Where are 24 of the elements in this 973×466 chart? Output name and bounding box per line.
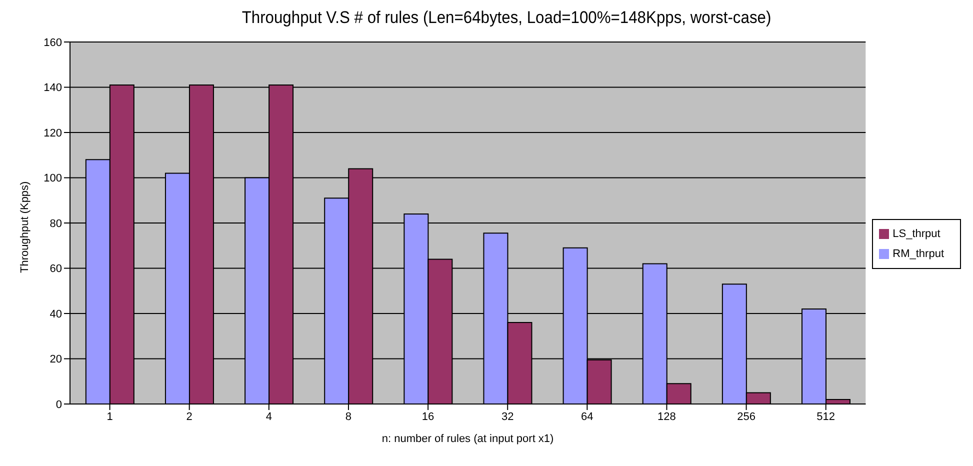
y-tick-label: 120 bbox=[44, 127, 62, 140]
x-tick-label: 512 bbox=[816, 410, 836, 423]
y-tick-label: 60 bbox=[50, 263, 62, 276]
x-tick-label: 128 bbox=[658, 410, 676, 423]
y-tick-label: 100 bbox=[44, 172, 62, 185]
x-tick-label: 1 bbox=[106, 410, 113, 423]
x-tick-label: 32 bbox=[501, 410, 514, 423]
y-tick-label: 40 bbox=[50, 308, 62, 320]
x-tick-label: 16 bbox=[422, 410, 434, 423]
y-axis-title: Throughput (Kpps) bbox=[18, 181, 31, 273]
legend-label: LS_thrput bbox=[892, 228, 940, 240]
y-tick-label: 80 bbox=[50, 218, 62, 230]
x-tick-label: 8 bbox=[345, 410, 352, 423]
y-tick-label: 160 bbox=[44, 36, 62, 49]
x-tick-label: 2 bbox=[186, 410, 192, 423]
chart-title: Throughput V.S # of rules (Len=64bytes, Load=100%=148Kpps, worst-case) bbox=[240, 8, 772, 29]
x-tick-label: 4 bbox=[266, 410, 272, 423]
x-tick-label: 64 bbox=[581, 410, 594, 423]
legend-label: RM_thrput bbox=[892, 248, 944, 260]
y-tick-label: 0 bbox=[56, 398, 62, 411]
y-tick-label: 20 bbox=[50, 354, 62, 366]
x-axis-title: n: number of rules (at input port x1) bbox=[382, 433, 554, 445]
y-tick-label: 140 bbox=[44, 82, 62, 94]
x-tick-label: 256 bbox=[737, 410, 756, 423]
